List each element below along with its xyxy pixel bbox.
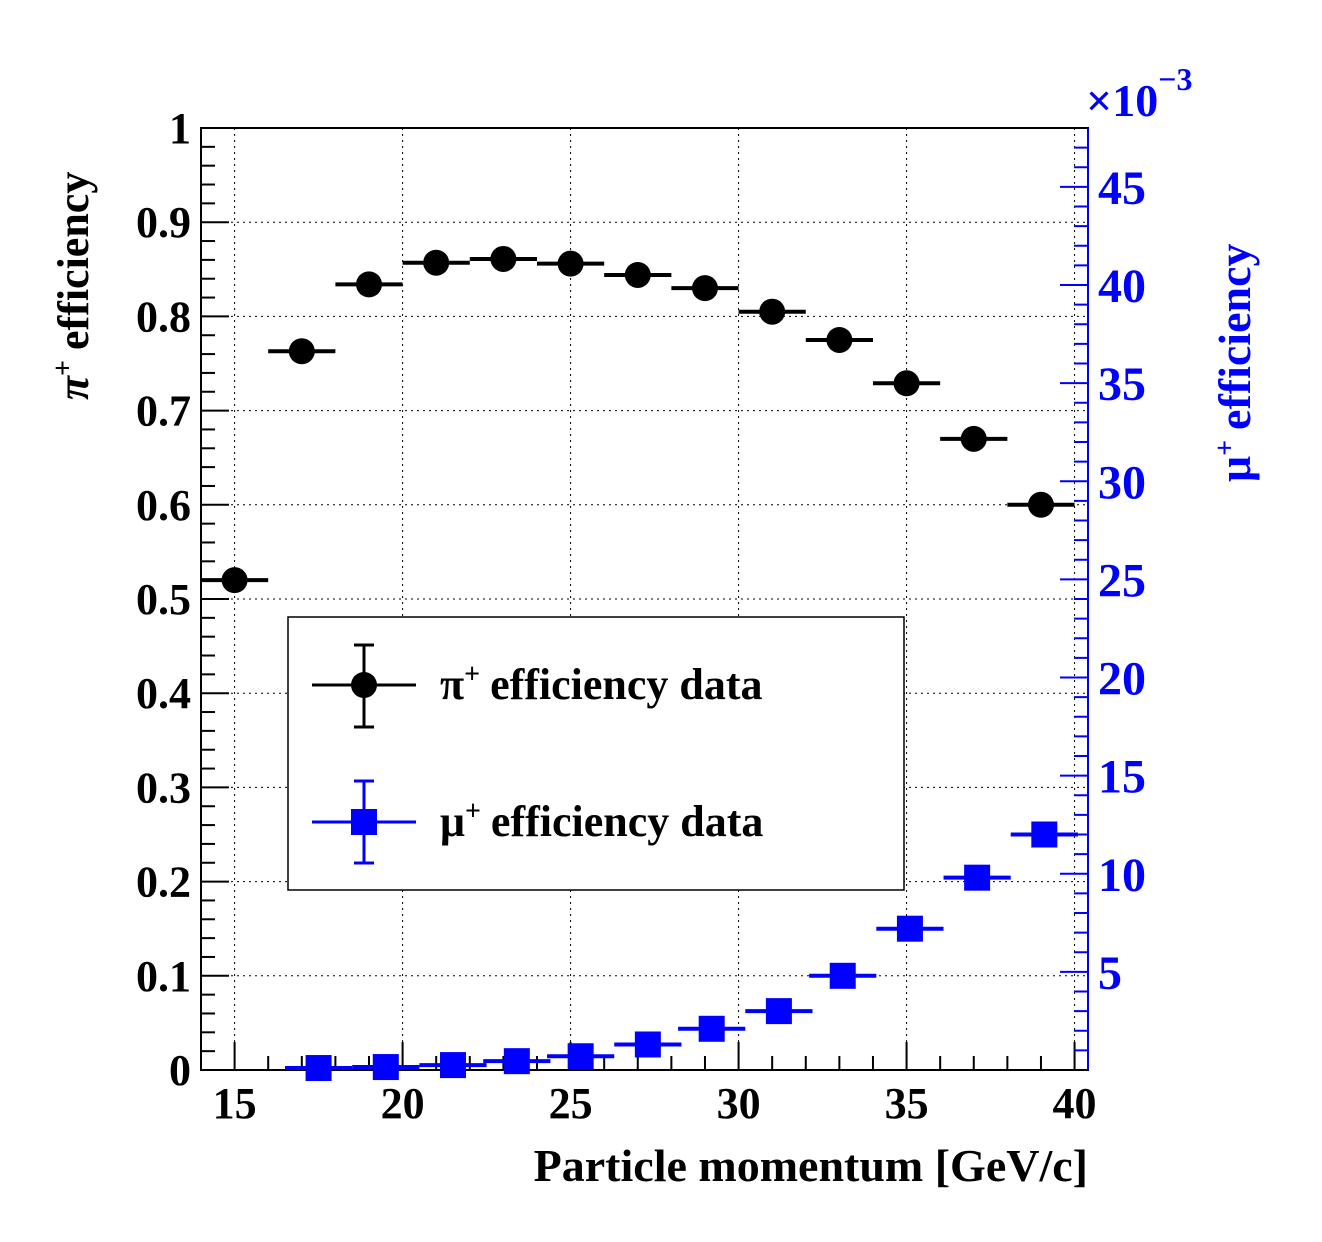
- left-y-axis-title-symbol: π: [49, 375, 98, 400]
- data-point-circle: [826, 326, 853, 353]
- legend: π+ efficiency data μ+ efficiency data: [287, 616, 905, 891]
- legend-pion-sup: +: [464, 659, 480, 690]
- y-tick-label: 1: [169, 104, 191, 153]
- x-axis: 15 20 25 30 35 40: [200, 1042, 1097, 1128]
- data-point-circle: [893, 370, 920, 397]
- data-point-square: [567, 1043, 594, 1070]
- data-point-square: [829, 962, 856, 989]
- x-tick-label: 15: [213, 1079, 257, 1128]
- y-tick-label: 0.4: [136, 669, 191, 718]
- y-tick-label: 0.1: [136, 952, 191, 1001]
- legend-pion-marker: [351, 672, 377, 698]
- data-point-square: [634, 1031, 661, 1058]
- left-y-axis-title-sup: +: [48, 360, 79, 376]
- data-point-square: [503, 1048, 530, 1075]
- y-tick-label: 0: [169, 1046, 191, 1095]
- left-y-axis: 0 0.1 0.2 0.3 0.4 0.5 0.6 0.7 0.8 0.9 1: [136, 104, 229, 1095]
- y2-tick-label: 45: [1098, 162, 1146, 215]
- x-tick-label: 25: [549, 1079, 593, 1128]
- y-tick-label: 0.5: [136, 575, 191, 624]
- data-point-square: [305, 1055, 332, 1082]
- data-series: [201, 245, 1078, 1082]
- legend-pion-text: efficiency data: [490, 660, 762, 709]
- data-point-square: [372, 1054, 399, 1081]
- y-tick-label: 0.8: [136, 292, 191, 341]
- legend-muon-marker: [351, 809, 377, 835]
- data-point-square: [1031, 821, 1058, 848]
- y-tick-label: 0.3: [136, 763, 191, 812]
- right-y-axis-title: μ+ efficiency: [1209, 244, 1260, 483]
- legend-pion-symbol: π: [440, 660, 464, 709]
- data-point-circle: [355, 271, 382, 298]
- y2-tick-label: 35: [1098, 358, 1146, 411]
- right-axis-exponent: ×10−3: [1086, 61, 1192, 126]
- data-point-circle: [557, 250, 584, 277]
- y2-tick-label: 15: [1098, 751, 1146, 804]
- legend-muon-label: μ+ efficiency data: [440, 796, 763, 846]
- y2-tick-label: 25: [1098, 554, 1146, 607]
- data-point-square: [896, 915, 923, 942]
- series-muon: [284, 821, 1078, 1082]
- data-point-circle: [759, 298, 786, 325]
- data-point-square: [698, 1015, 725, 1042]
- data-point-circle: [624, 261, 651, 288]
- data-point-square: [964, 864, 991, 891]
- legend-entry-pion: π+ efficiency data: [312, 643, 763, 729]
- data-point-square: [439, 1052, 466, 1079]
- series-pion: [201, 245, 1075, 594]
- x-tick-label: 35: [885, 1079, 929, 1128]
- right-y-axis: 5 10 15 20 25 30 35 40 45: [1060, 128, 1146, 1070]
- x-tick-label: 30: [717, 1079, 761, 1128]
- x-tick-label: 20: [381, 1079, 425, 1128]
- y2-tick-label: 20: [1098, 653, 1146, 706]
- x-axis-title: Particle momentum [GeV/c]: [534, 1140, 1088, 1191]
- y-tick-label: 0.2: [136, 858, 191, 907]
- right-y-axis-title-text: efficiency: [1209, 244, 1260, 430]
- data-point-circle: [1027, 491, 1054, 518]
- legend-pion-label: π+ efficiency data: [440, 659, 763, 709]
- data-point-circle: [221, 567, 248, 594]
- data-point-square: [765, 998, 792, 1025]
- data-point-circle: [960, 425, 987, 452]
- legend-muon-text: efficiency data: [491, 797, 763, 846]
- legend-box: [287, 616, 905, 891]
- legend-muon-sup: +: [465, 796, 481, 827]
- data-point-circle: [288, 338, 315, 365]
- y2-tick-label: 10: [1098, 849, 1146, 902]
- y2-tick-label: 30: [1098, 456, 1146, 509]
- right-axis-exponent-power: −3: [1158, 61, 1192, 97]
- y-tick-label: 0.6: [136, 481, 191, 530]
- data-point-circle: [691, 275, 718, 302]
- right-y-axis-title-sup: +: [1210, 440, 1241, 456]
- right-axis-exponent-base: ×10: [1086, 75, 1158, 126]
- data-point-circle: [423, 249, 450, 276]
- x-tick-label: 40: [1053, 1079, 1097, 1128]
- y2-tick-label: 5: [1098, 947, 1122, 1000]
- left-y-axis-title-text: efficiency: [49, 172, 98, 350]
- legend-entry-muon: μ+ efficiency data: [312, 779, 763, 865]
- left-y-axis-title: π+ efficiency: [48, 172, 98, 400]
- right-y-axis-title-symbol: μ: [1209, 456, 1260, 482]
- data-point-circle: [490, 245, 517, 272]
- y-tick-label: 0.7: [136, 387, 191, 436]
- legend-muon-symbol: μ: [440, 797, 465, 846]
- y2-tick-label: 40: [1098, 260, 1146, 313]
- y-tick-label: 0.9: [136, 198, 191, 247]
